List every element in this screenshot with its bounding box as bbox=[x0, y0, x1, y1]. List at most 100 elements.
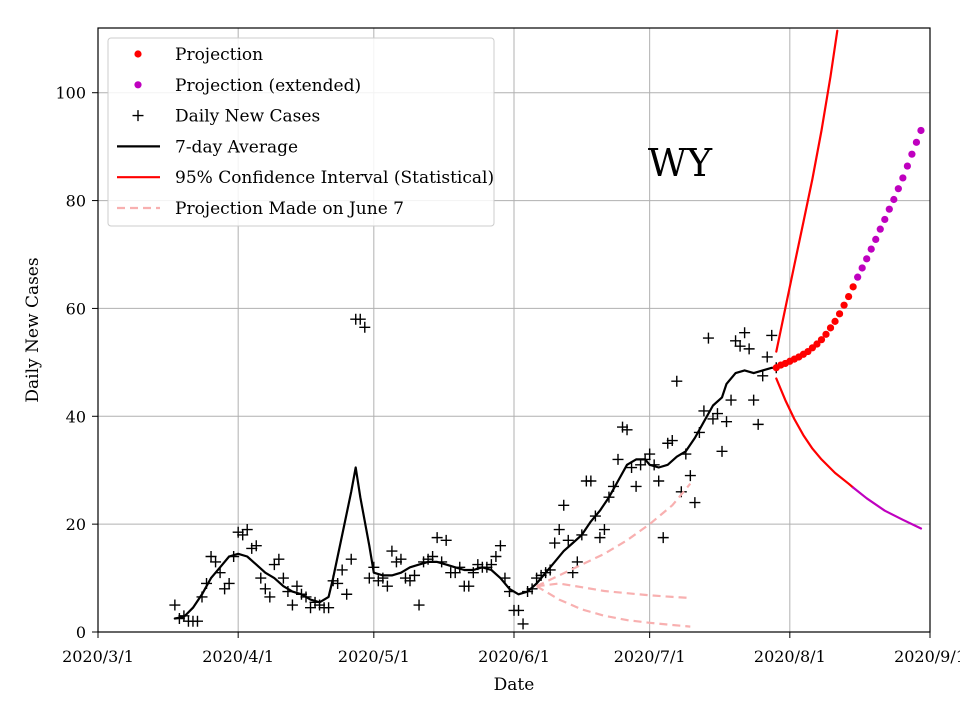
daily-case-point bbox=[413, 599, 425, 611]
legend: Projection Projection (extended) Daily New… bbox=[107, 37, 495, 227]
95-confidence-interval-lower-extended-line bbox=[852, 486, 923, 530]
daily-case-point bbox=[232, 526, 244, 538]
daily-case-point bbox=[494, 540, 506, 552]
legend-marker-projection bbox=[134, 50, 142, 58]
daily-case-point bbox=[684, 470, 696, 482]
daily-case-point bbox=[761, 351, 773, 363]
daily-case-point bbox=[644, 448, 656, 460]
daily-case-point bbox=[381, 580, 393, 592]
projection-point bbox=[813, 340, 821, 348]
daily-case-point bbox=[553, 524, 565, 536]
daily-case-point bbox=[409, 569, 421, 581]
daily-case-point bbox=[277, 572, 289, 584]
legend-label-7-day-average: 7-day Average bbox=[175, 137, 298, 157]
daily-case-point bbox=[305, 602, 317, 614]
daily-case-point bbox=[490, 551, 502, 562]
legend-marker-projection-extended bbox=[134, 81, 142, 89]
daily-case-point bbox=[630, 480, 642, 492]
daily-case-point bbox=[332, 577, 344, 589]
legend-box bbox=[107, 37, 495, 227]
x-tick-label: 2020/8/1 bbox=[754, 647, 826, 666]
daily-case-point bbox=[169, 599, 181, 611]
daily-case-point bbox=[716, 445, 728, 457]
daily-case-point bbox=[549, 537, 561, 549]
daily-case-point bbox=[711, 408, 723, 420]
daily-case-point bbox=[626, 462, 638, 474]
daily-case-point bbox=[621, 424, 633, 436]
daily-case-point bbox=[730, 335, 742, 347]
y-tick-label: 100 bbox=[55, 84, 86, 103]
daily-case-point bbox=[598, 524, 610, 536]
daily-case-point bbox=[562, 534, 574, 546]
daily-case-point bbox=[431, 532, 443, 544]
daily-case-point bbox=[255, 572, 267, 584]
daily-case-point bbox=[617, 421, 629, 433]
projection-made-on-june-7-upper-line bbox=[536, 482, 692, 588]
daily-case-point bbox=[336, 564, 348, 576]
legend-label-projection: Projection bbox=[175, 45, 263, 65]
daily-case-point bbox=[513, 604, 525, 616]
projection-point bbox=[845, 292, 853, 301]
daily-case-point bbox=[734, 340, 746, 352]
daily-case-point bbox=[323, 602, 335, 614]
95-confidence-interval-statistical-upper-line bbox=[775, 29, 839, 353]
daily-case-point bbox=[427, 551, 439, 562]
daily-case-point bbox=[341, 588, 353, 600]
y-axis-label: Daily New Cases bbox=[23, 257, 43, 402]
daily-case-point bbox=[721, 416, 733, 428]
projection-extended-point bbox=[867, 245, 875, 253]
x-tick-label: 2020/6/1 bbox=[478, 647, 550, 666]
daily-case-point bbox=[725, 394, 737, 406]
projection-extended-point bbox=[912, 138, 921, 146]
daily-case-point bbox=[666, 435, 678, 447]
x-tick-label: 2020/7/1 bbox=[614, 647, 686, 666]
daily-case-point bbox=[662, 437, 674, 449]
daily-case-point bbox=[463, 580, 475, 592]
projection-extended-point bbox=[881, 215, 889, 224]
projection-point bbox=[849, 283, 857, 291]
daily-case-point bbox=[390, 556, 402, 568]
x-axis-label: Date bbox=[494, 675, 535, 695]
daily-case-point bbox=[635, 459, 647, 471]
daily-case-point bbox=[485, 559, 497, 571]
x-tick-label: 2020/4/1 bbox=[202, 647, 274, 666]
daily-case-point bbox=[241, 524, 253, 536]
projection-extended-point bbox=[858, 264, 866, 272]
daily-case-point bbox=[449, 567, 461, 579]
projection-point bbox=[831, 317, 839, 325]
projection-point bbox=[817, 336, 826, 344]
daily-case-point bbox=[237, 529, 249, 541]
y-tick-label: 0 bbox=[76, 623, 86, 642]
x-tick-label: 2020/9/1 bbox=[894, 647, 960, 666]
95-confidence-interval-statistical-lower-line bbox=[775, 377, 855, 489]
daily-case-point bbox=[739, 327, 751, 339]
y-tick-label: 80 bbox=[66, 192, 86, 211]
legend-label-projection-extended: Projection (extended) bbox=[175, 76, 361, 96]
daily-case-point bbox=[698, 405, 710, 417]
daily-case-point bbox=[219, 583, 231, 595]
x-tick-label: 2020/5/1 bbox=[338, 647, 410, 666]
legend-marker-daily-new-cases bbox=[132, 110, 144, 122]
projection-extended-point bbox=[908, 150, 916, 158]
daily-case-point bbox=[702, 332, 714, 344]
daily-case-point bbox=[246, 542, 258, 554]
daily-case-point bbox=[399, 572, 411, 584]
y-tick-label: 20 bbox=[66, 515, 86, 534]
projection-extended-point bbox=[890, 195, 898, 204]
projection-extended-point bbox=[894, 185, 902, 193]
daily-case-point bbox=[517, 618, 529, 630]
daily-case-point bbox=[440, 534, 452, 546]
daily-case-point bbox=[273, 553, 285, 565]
daily-case-point bbox=[752, 418, 764, 430]
plot-area bbox=[169, 29, 925, 630]
daily-case-point bbox=[653, 475, 665, 487]
axis-ticks: 2020/3/1 2020/4/1 2020/5/1 2020/6/1 2020/7/1… bbox=[55, 84, 960, 666]
daily-case-point bbox=[268, 559, 280, 571]
legend-label-daily-new-cases: Daily New Cases bbox=[175, 107, 320, 127]
projection-made-on-june-7-lower-line bbox=[536, 585, 691, 628]
daily-case-point bbox=[210, 556, 222, 568]
daily-case-point bbox=[191, 615, 203, 627]
daily-case-point bbox=[657, 532, 669, 544]
daily-case-point bbox=[359, 321, 371, 333]
